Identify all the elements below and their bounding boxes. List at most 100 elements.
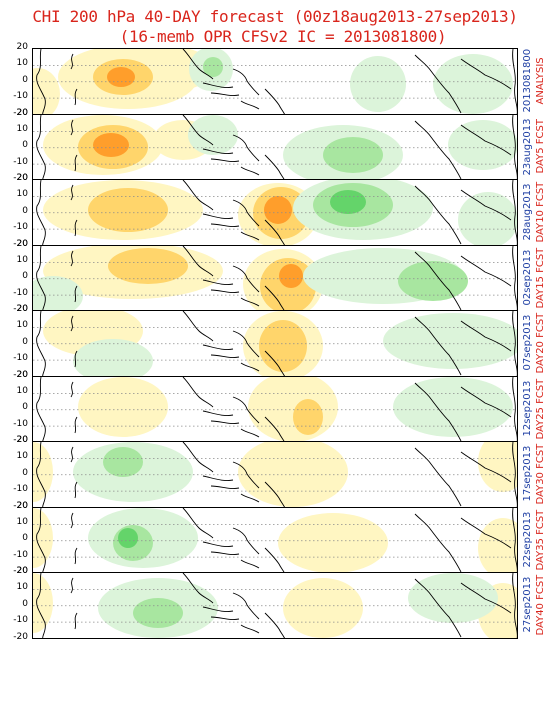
coastline-path xyxy=(182,49,214,80)
negative-anomaly-region xyxy=(408,573,498,623)
coastline-path xyxy=(460,58,512,90)
coastline-path xyxy=(70,184,78,237)
panel-label: 17sep2013 DAY30 FCST xyxy=(521,441,547,507)
coastline-path xyxy=(36,114,46,180)
coastline-path xyxy=(232,527,260,568)
y-tick-label: -20 xyxy=(13,173,28,183)
panel-lead-label: DAY30 FCST xyxy=(535,443,546,505)
panel-date-label: 28aug2013 xyxy=(522,183,533,241)
y-tick-label: 0 xyxy=(22,336,28,347)
coastline-path xyxy=(414,120,462,179)
coastline-path xyxy=(414,316,462,376)
coastline-path xyxy=(460,451,512,483)
forecast-panel xyxy=(32,441,518,508)
positive-anomaly-region xyxy=(33,68,60,114)
coastline-path xyxy=(232,265,260,306)
coastline-path xyxy=(512,311,517,376)
panel-lead-label: DAY35 FCST xyxy=(535,508,546,570)
coastline-path xyxy=(70,53,78,106)
coastline-path xyxy=(512,245,517,311)
panel-map xyxy=(33,114,517,180)
y-tick-label: 20 xyxy=(16,238,28,249)
y-tick-label: -10 xyxy=(13,615,28,626)
coastline-path xyxy=(232,461,260,503)
panel-map xyxy=(33,573,517,638)
panel-date-label: 17sep2013 xyxy=(522,445,533,502)
panel-label: 22sep2013 DAY35 FCST xyxy=(521,507,547,573)
negative-anomaly-region xyxy=(103,447,143,477)
y-tick-label: 20 xyxy=(16,42,28,52)
y-tick-label: 0 xyxy=(22,533,28,544)
y-tick-label: -10 xyxy=(13,222,28,233)
y-tick-label: 20 xyxy=(16,304,28,314)
y-tick-label: 0 xyxy=(22,467,28,478)
coastline-path xyxy=(36,180,46,245)
coastline xyxy=(36,180,517,245)
y-tick-label: -20 xyxy=(13,369,28,380)
y-tick-label: 20 xyxy=(16,500,28,511)
coastline-path xyxy=(70,512,78,564)
positive-anomaly-region xyxy=(107,67,135,87)
negative-anomaly-region xyxy=(73,339,153,376)
coastline-path xyxy=(202,541,240,555)
y-tick-label: 0 xyxy=(22,271,28,282)
y-tick-label: -20 xyxy=(13,435,28,445)
y-tick-label: -20 xyxy=(13,238,28,249)
panel-label: 12sep2013 DAY25 FCST xyxy=(521,376,547,442)
y-tick-label: 20 xyxy=(16,435,28,445)
coastline-path xyxy=(414,382,462,441)
y-tick-label: 10 xyxy=(16,58,28,69)
forecast-panel xyxy=(32,375,518,442)
coastline-path xyxy=(202,606,240,620)
y-tick-label: 0 xyxy=(22,140,28,151)
coastline-path xyxy=(182,311,214,342)
y-tick-label: 10 xyxy=(16,451,28,462)
coastline-path xyxy=(460,517,512,548)
coastline xyxy=(36,507,517,573)
y-tick-label: -10 xyxy=(13,91,28,102)
negative-anomaly-region xyxy=(133,598,183,628)
panel-label: 02sep2013 DAY15 FCST xyxy=(521,245,547,311)
y-tick-label: 20 xyxy=(16,369,28,380)
y-tick-label: 10 xyxy=(16,582,28,593)
negative-anomaly-region xyxy=(458,192,517,245)
panel-label: 07sep2013 DAY20 FCST xyxy=(521,310,547,376)
panel-date-label: 07sep2013 xyxy=(522,314,533,371)
coastline-path xyxy=(460,582,512,614)
coastline-path xyxy=(232,134,260,175)
coastline-path xyxy=(460,189,512,221)
y-tick-label: -20 xyxy=(13,500,28,511)
panel-date-label: 12sep2013 xyxy=(522,380,533,437)
panel-label: 27sep2013 DAY40 FCST xyxy=(521,572,547,638)
panel-lead-label: DAY25 FCST xyxy=(535,377,546,439)
coastline-path xyxy=(202,344,240,358)
coastline-path xyxy=(512,507,517,573)
coastline-path xyxy=(70,577,78,630)
negative-anomaly-region xyxy=(448,119,517,170)
panel-label: 2013081800 ANALYSIS xyxy=(521,48,547,114)
coastline-path xyxy=(232,68,260,110)
coastline-path xyxy=(264,612,285,638)
negative-anomaly-region xyxy=(188,114,238,155)
panel-map xyxy=(33,442,517,507)
coastline-path xyxy=(512,49,517,114)
negative-anomaly-region xyxy=(393,376,513,437)
negative-anomaly-region xyxy=(330,190,366,214)
coastline-path xyxy=(512,573,517,638)
chart-subtitle: (16-memb OPR CFSv2 IC = 2013081800) xyxy=(119,27,447,46)
forecast-panel xyxy=(32,113,518,180)
y-tick-label: 10 xyxy=(16,320,28,331)
negative-anomaly-region xyxy=(383,313,517,369)
coastline xyxy=(36,114,517,180)
positive-anomaly-region xyxy=(108,247,188,284)
positive-anomaly-region xyxy=(478,517,517,573)
negative-anomaly-region xyxy=(323,136,383,173)
coastline-path xyxy=(70,381,78,433)
coastline-path xyxy=(202,410,240,424)
y-tick-label: 10 xyxy=(16,516,28,527)
positive-anomaly-region xyxy=(264,196,292,224)
coastline-path xyxy=(182,245,214,276)
panel-lead-label: DAY5 FCST xyxy=(535,119,546,174)
coastline-path xyxy=(460,320,512,352)
panel-label: 28aug2013 DAY10 FCST xyxy=(521,179,547,245)
